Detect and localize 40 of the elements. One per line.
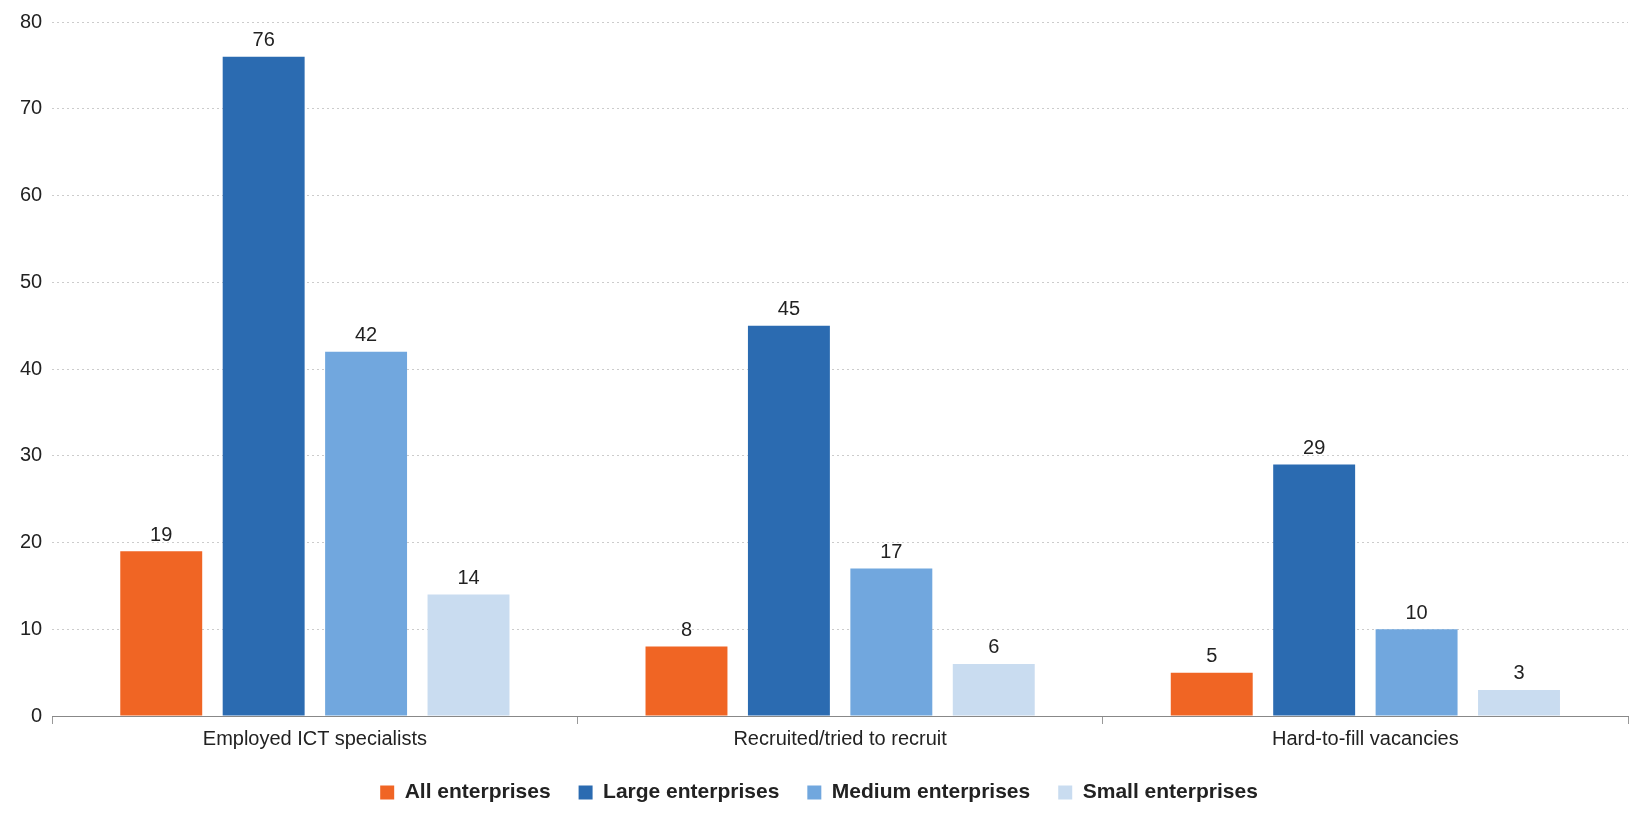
y-tick-label: 10 <box>20 616 43 639</box>
data-label: 5 <box>1206 644 1218 667</box>
bar <box>120 551 203 716</box>
bar <box>427 594 510 716</box>
data-label: 76 <box>252 28 275 51</box>
y-tick-label: 30 <box>20 443 43 466</box>
x-tick-label: Hard-to-fill vacancies <box>1272 726 1459 749</box>
y-tick-label: 70 <box>20 96 43 119</box>
legend-label: Large enterprises <box>603 779 780 803</box>
data-label: 29 <box>1303 435 1326 458</box>
y-tick-label: 50 <box>20 269 43 292</box>
legend-label: All enterprises <box>404 779 551 803</box>
x-tick-label: Recruited/tried to recruit <box>733 726 948 749</box>
y-tick-label: 40 <box>20 356 43 379</box>
data-label: 3 <box>1513 661 1525 684</box>
data-label: 8 <box>680 618 693 641</box>
x-tick-label: Employed ICT specialists <box>202 726 427 749</box>
bar <box>1375 629 1458 716</box>
y-tick-label: 0 <box>31 703 43 726</box>
data-label: 6 <box>988 635 1000 658</box>
bar <box>222 56 305 716</box>
data-label: 42 <box>354 323 378 346</box>
bar <box>1273 464 1356 716</box>
bar <box>1478 689 1560 716</box>
data-label: 19 <box>150 522 173 545</box>
data-label: 14 <box>457 566 480 589</box>
bar <box>747 325 830 716</box>
data-label: 10 <box>1405 600 1428 623</box>
data-label: 45 <box>777 297 801 320</box>
bar <box>952 663 1035 716</box>
bar <box>325 351 408 716</box>
y-tick-label: 20 <box>20 530 43 553</box>
legend-label: Small enterprises <box>1082 779 1258 803</box>
data-label: 17 <box>880 540 903 563</box>
bar <box>850 568 933 716</box>
y-tick-label: 60 <box>20 183 43 206</box>
bar <box>645 646 728 716</box>
y-tick-label: 80 <box>20 9 43 32</box>
legend-label: Medium enterprises <box>831 779 1031 803</box>
bar <box>1170 672 1253 716</box>
